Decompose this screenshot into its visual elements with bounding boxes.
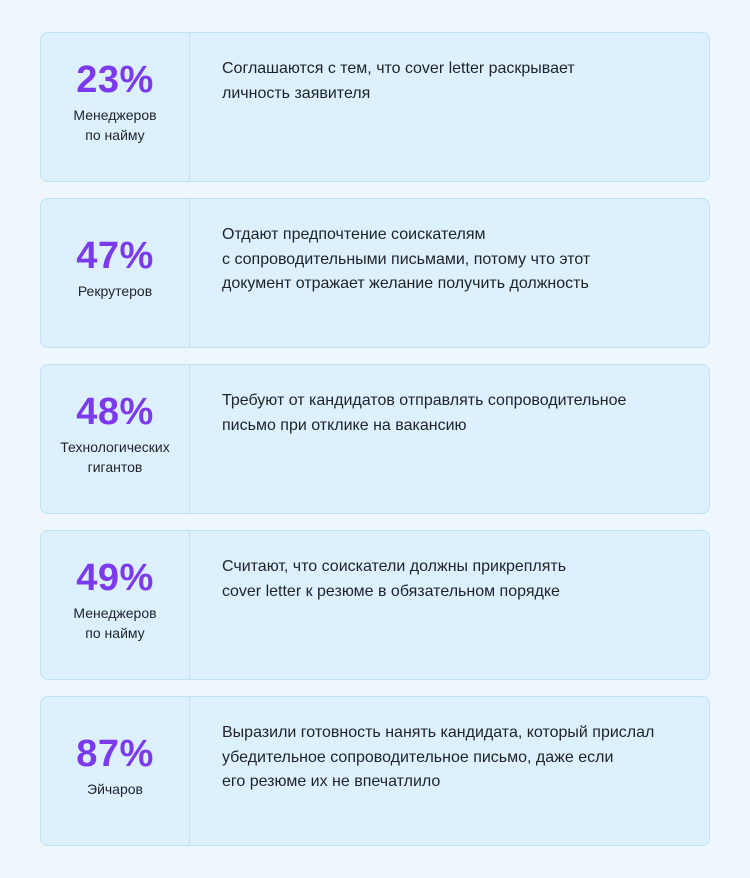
stat-audience: Менеджеров по найму bbox=[73, 605, 157, 641]
stat-description: Требуют от кандидатов отправлять сопрово… bbox=[222, 392, 627, 434]
stat-figure: 47% Рекрутеров bbox=[41, 199, 190, 347]
stat-figure: 49% Менеджеров по найму bbox=[41, 531, 190, 679]
stat-audience: Технологических гигантов bbox=[60, 439, 170, 475]
stat-card-recruiters: 47% Рекрутеров Отдают предпочтение соиск… bbox=[40, 198, 710, 348]
stat-audience: Менеджеров по найму bbox=[73, 107, 157, 143]
stat-description: Считают, что соискатели должны прикрепля… bbox=[222, 558, 567, 600]
stat-percent: 87% bbox=[76, 733, 154, 775]
stat-percent: 23% bbox=[76, 59, 154, 101]
stat-card-hiring-managers-personality: 23% Менеджеров по найму Соглашаются с те… bbox=[40, 32, 710, 182]
stat-percent: 49% bbox=[76, 557, 154, 599]
stat-percent: 47% bbox=[76, 235, 154, 277]
stat-card-hiring-managers-mandatory: 49% Менеджеров по найму Считают, что сои… bbox=[40, 530, 710, 680]
stat-card-hr: 87% Эйчаров Выразили готовность нанять к… bbox=[40, 696, 710, 846]
stats-list: 23% Менеджеров по найму Соглашаются с те… bbox=[40, 32, 710, 862]
stat-description: Выразили готовность нанять кандидата, ко… bbox=[222, 724, 655, 790]
stat-audience: Рекрутеров bbox=[77, 283, 153, 299]
stat-figure: 48% Технологических гигантов bbox=[41, 365, 190, 513]
stat-description: Отдают предпочтение соискателям с сопров… bbox=[222, 226, 591, 292]
stat-figure: 23% Менеджеров по найму bbox=[41, 33, 190, 181]
stat-card-tech-giants: 48% Технологических гигантов Требуют от … bbox=[40, 364, 710, 514]
stat-audience: Эйчаров bbox=[87, 781, 143, 797]
stat-description: Соглашаются с тем, что cover letter раск… bbox=[222, 60, 575, 102]
stat-percent: 48% bbox=[76, 391, 154, 433]
stat-figure: 87% Эйчаров bbox=[41, 697, 190, 845]
